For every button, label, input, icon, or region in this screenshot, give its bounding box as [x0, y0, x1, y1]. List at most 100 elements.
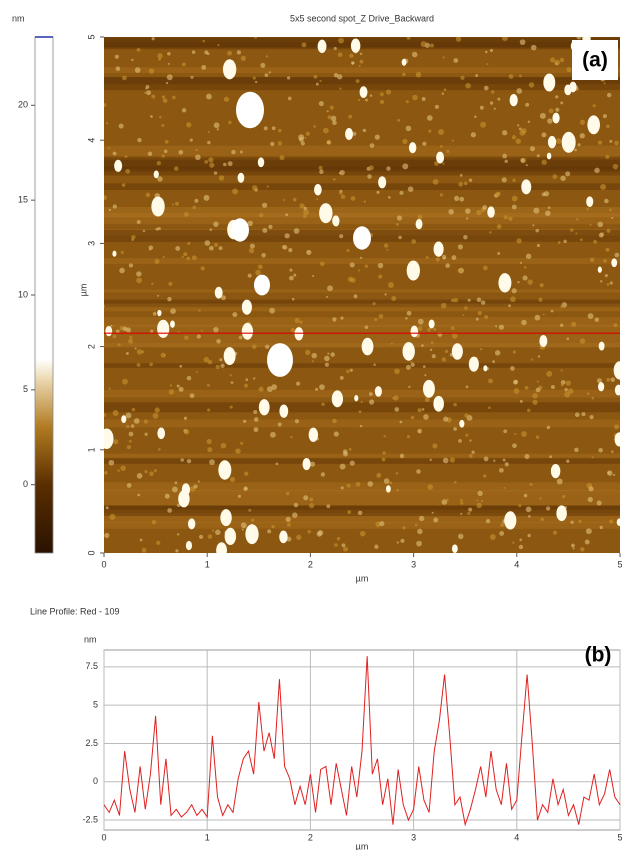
grain — [206, 383, 210, 387]
grain — [397, 118, 401, 122]
grain — [264, 73, 269, 77]
grain — [122, 326, 128, 332]
scan-streak — [104, 505, 620, 517]
grain — [539, 283, 544, 288]
grain — [201, 64, 207, 70]
grain — [305, 349, 311, 356]
grain — [607, 471, 611, 475]
grain — [586, 208, 589, 211]
grain — [402, 138, 408, 144]
grain — [560, 101, 564, 105]
grain — [399, 190, 404, 195]
scan-streak — [104, 37, 620, 50]
grain — [527, 533, 531, 538]
scan-streak — [104, 67, 620, 73]
grain — [496, 224, 502, 229]
particle — [402, 342, 415, 361]
grain — [294, 317, 300, 324]
grain — [535, 387, 541, 393]
grain — [202, 39, 205, 43]
grain — [591, 396, 595, 400]
particle — [114, 159, 123, 172]
grain — [144, 470, 148, 474]
grain — [104, 103, 107, 107]
particle — [214, 286, 223, 299]
x-tick-label: 4 — [514, 559, 519, 569]
grain — [262, 202, 268, 208]
grain — [194, 198, 199, 203]
particle — [483, 365, 488, 372]
grain — [154, 407, 160, 413]
grain — [104, 305, 106, 308]
particle — [550, 463, 561, 479]
particle — [153, 170, 159, 179]
grain — [474, 115, 477, 119]
grain — [326, 504, 331, 509]
grain — [441, 254, 447, 260]
grain — [576, 88, 580, 91]
grain — [579, 119, 586, 125]
grain — [326, 110, 329, 113]
grain — [235, 448, 241, 454]
grain — [207, 140, 211, 145]
grain — [144, 432, 148, 436]
grain — [213, 326, 219, 333]
grain — [417, 408, 422, 413]
grain — [284, 233, 290, 239]
grain — [462, 313, 465, 317]
grain — [379, 521, 385, 527]
grain — [359, 52, 363, 56]
grain — [412, 94, 418, 101]
grain — [257, 264, 263, 270]
grain — [271, 126, 276, 131]
profile-line — [103, 656, 621, 827]
grain — [405, 125, 412, 132]
grain — [483, 85, 489, 91]
grain — [454, 195, 460, 202]
grain — [147, 151, 153, 157]
grain — [145, 84, 150, 89]
grain — [442, 162, 445, 165]
scan-streak — [104, 159, 620, 172]
grain — [179, 364, 183, 368]
particle — [401, 58, 407, 66]
grain — [232, 188, 239, 195]
grain — [475, 74, 479, 77]
grain — [128, 439, 132, 443]
grain — [498, 467, 504, 473]
particle — [241, 322, 254, 340]
grain — [162, 98, 168, 103]
grain — [296, 381, 301, 386]
grain — [516, 88, 523, 94]
particle — [422, 379, 435, 398]
grain — [145, 192, 151, 198]
grain — [183, 212, 189, 217]
grain — [290, 435, 293, 439]
grain — [386, 166, 391, 171]
grain — [394, 407, 400, 412]
grain — [117, 343, 121, 347]
grain — [427, 327, 431, 332]
grain — [309, 461, 316, 467]
particle — [498, 273, 512, 293]
grain — [167, 52, 171, 56]
scan-streak — [104, 77, 620, 91]
grain — [266, 386, 273, 392]
grain — [446, 498, 449, 502]
grain — [613, 473, 616, 476]
grain — [220, 442, 227, 449]
x-tick-label: 4 — [514, 832, 519, 842]
grain — [497, 252, 501, 256]
grain — [346, 249, 350, 253]
grain — [152, 312, 157, 316]
grain — [428, 129, 432, 133]
grain — [349, 262, 355, 268]
grain — [467, 298, 471, 302]
grain — [453, 427, 458, 431]
grain — [104, 195, 107, 200]
grain — [333, 72, 339, 78]
grain — [396, 215, 403, 221]
grain — [207, 130, 211, 133]
grain — [200, 266, 205, 271]
grain — [149, 362, 153, 367]
